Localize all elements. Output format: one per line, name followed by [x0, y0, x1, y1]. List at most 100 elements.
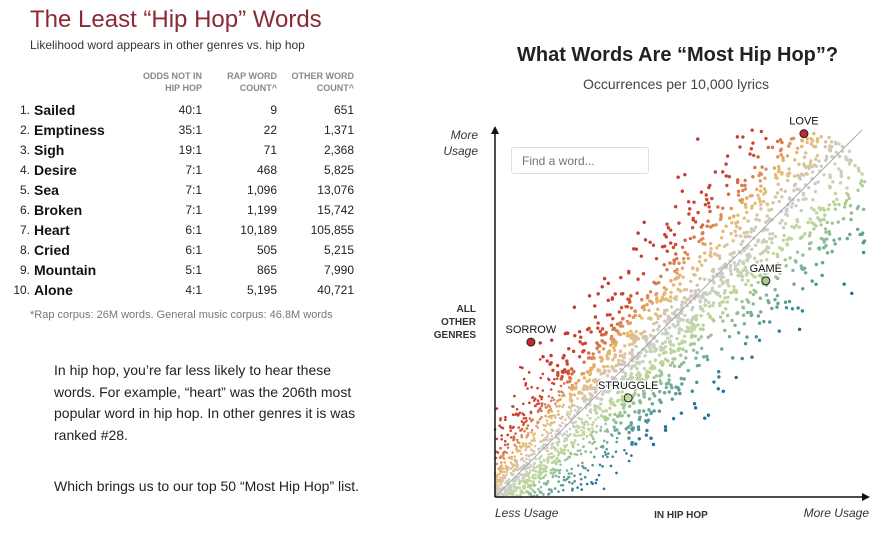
data-point[interactable] [655, 320, 659, 325]
data-point[interactable] [801, 173, 806, 177]
data-point[interactable] [539, 407, 542, 410]
data-point[interactable] [740, 299, 744, 304]
data-point[interactable] [700, 307, 704, 311]
data-point[interactable] [643, 238, 648, 242]
data-point[interactable] [650, 402, 655, 406]
data-point[interactable] [724, 224, 728, 228]
data-point[interactable] [817, 159, 821, 163]
data-point[interactable] [725, 300, 729, 304]
data-point[interactable] [522, 444, 525, 448]
data-point[interactable] [503, 461, 507, 464]
data-point[interactable] [611, 358, 615, 362]
data-point[interactable] [637, 409, 642, 413]
data-point[interactable] [690, 266, 695, 270]
data-point[interactable] [671, 283, 676, 287]
data-point[interactable] [750, 128, 754, 132]
data-point[interactable] [822, 240, 827, 244]
data-point[interactable] [612, 425, 616, 429]
data-point[interactable] [504, 415, 507, 419]
data-point[interactable] [605, 447, 608, 451]
data-point[interactable] [590, 427, 594, 430]
data-point[interactable] [773, 234, 778, 239]
data-point[interactable] [496, 473, 500, 476]
data-point[interactable] [788, 141, 792, 146]
data-point[interactable] [545, 359, 549, 363]
data-point[interactable] [827, 229, 831, 234]
data-point[interactable] [536, 470, 540, 474]
data-point[interactable] [787, 171, 792, 175]
data-point[interactable] [499, 417, 502, 420]
data-point[interactable] [694, 313, 699, 318]
data-point[interactable] [780, 140, 784, 145]
data-point[interactable] [696, 288, 701, 292]
data-point[interactable] [805, 136, 809, 141]
data-point[interactable] [799, 144, 804, 149]
data-point[interactable] [613, 403, 617, 408]
data-point[interactable] [606, 455, 609, 459]
data-point[interactable] [832, 238, 836, 242]
data-point[interactable] [827, 135, 831, 140]
data-point[interactable] [515, 477, 519, 481]
data-point[interactable] [578, 449, 582, 452]
data-point[interactable] [671, 416, 676, 421]
data-point[interactable] [597, 368, 602, 373]
data-point[interactable] [745, 230, 749, 234]
data-point[interactable] [690, 307, 694, 312]
data-point[interactable] [575, 453, 579, 456]
data-point[interactable] [560, 375, 564, 379]
data-point[interactable] [745, 335, 749, 339]
data-point[interactable] [626, 425, 631, 429]
data-point[interactable] [725, 279, 729, 283]
data-point[interactable] [573, 393, 577, 397]
data-point[interactable] [630, 442, 634, 446]
data-point[interactable] [579, 483, 583, 486]
data-point[interactable] [551, 396, 554, 400]
data-point[interactable] [681, 256, 686, 261]
data-point[interactable] [741, 268, 745, 272]
data-point[interactable] [824, 230, 828, 234]
data-point[interactable] [792, 188, 796, 193]
data-point[interactable] [586, 423, 590, 426]
data-point[interactable] [582, 432, 586, 436]
data-point[interactable] [657, 353, 662, 357]
data-point[interactable] [718, 294, 722, 298]
data-point[interactable] [624, 427, 628, 431]
data-point[interactable] [829, 140, 834, 144]
data-point[interactable] [637, 378, 641, 382]
data-point[interactable] [588, 356, 592, 360]
data-point[interactable] [653, 358, 657, 362]
data-point[interactable] [603, 429, 607, 433]
data-point[interactable] [529, 464, 533, 467]
data-point[interactable] [649, 436, 653, 440]
data-point[interactable] [808, 247, 812, 251]
data-point[interactable] [571, 445, 575, 449]
data-point[interactable] [589, 433, 592, 437]
data-point[interactable] [700, 295, 705, 299]
data-point[interactable] [572, 421, 576, 425]
data-point[interactable] [588, 372, 592, 377]
data-point[interactable] [626, 321, 631, 326]
data-point[interactable] [743, 187, 748, 191]
data-point[interactable] [726, 313, 730, 318]
data-point[interactable] [833, 202, 837, 207]
data-point[interactable] [569, 367, 574, 371]
data-point[interactable] [545, 438, 549, 442]
data-point[interactable] [692, 327, 696, 332]
data-point[interactable] [554, 447, 558, 451]
data-point[interactable] [792, 183, 797, 188]
data-point[interactable] [775, 191, 780, 195]
data-point[interactable] [591, 463, 594, 467]
data-point[interactable] [644, 350, 649, 354]
data-point[interactable] [563, 458, 567, 462]
data-point[interactable] [601, 409, 605, 413]
data-point[interactable] [678, 273, 682, 277]
data-point[interactable] [837, 142, 841, 146]
data-point[interactable] [609, 323, 614, 328]
data-point[interactable] [606, 281, 611, 286]
data-point[interactable] [583, 394, 587, 398]
data-point[interactable] [533, 466, 536, 470]
data-point[interactable] [564, 370, 568, 374]
data-point[interactable] [790, 307, 795, 311]
data-point[interactable] [815, 139, 820, 144]
data-point[interactable] [612, 418, 616, 422]
